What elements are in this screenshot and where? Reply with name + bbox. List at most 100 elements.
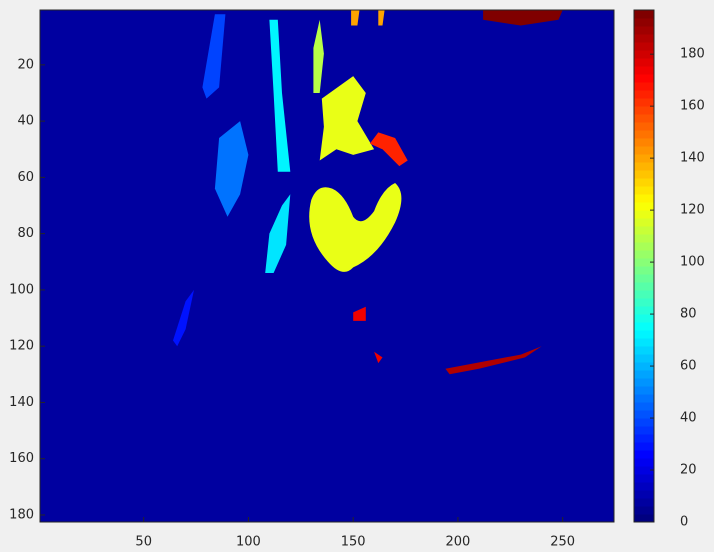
colorbar-step	[634, 10, 654, 19]
colorbar-step	[634, 50, 654, 59]
colorbar-step	[634, 266, 654, 275]
region	[265, 194, 291, 273]
colorbar-step	[634, 234, 654, 243]
colorbar-step	[634, 226, 654, 235]
colorbar-tick-label: 80	[680, 307, 697, 322]
colorbar-tick-label: 60	[680, 359, 697, 374]
colorbar-step	[634, 434, 654, 443]
colorbar-step	[634, 354, 654, 363]
colorbar-step	[634, 490, 654, 499]
colorbar-step	[634, 186, 654, 195]
colorbar-step	[634, 410, 654, 419]
colorbar-step	[634, 130, 654, 139]
colorbar-step	[634, 274, 654, 283]
colorbar-step	[634, 146, 654, 155]
y-tick-label: 160	[9, 451, 34, 466]
colorbar-step	[634, 370, 654, 379]
region	[309, 183, 402, 272]
region	[369, 132, 408, 167]
region	[445, 346, 542, 375]
colorbar-step	[634, 122, 654, 131]
colorbar-step	[634, 138, 654, 147]
colorbar-step	[634, 290, 654, 299]
colorbar-step	[634, 26, 654, 35]
colorbar-step	[634, 282, 654, 291]
colorbar-step	[634, 202, 654, 211]
image	[40, 10, 614, 522]
colorbar-step	[634, 298, 654, 307]
colorbar-step	[634, 58, 654, 67]
y-tick-label: 80	[17, 226, 34, 241]
colorbar-step	[634, 418, 654, 427]
colorbar-step	[634, 338, 654, 347]
colorbar-step	[634, 346, 654, 355]
region	[202, 14, 226, 99]
colorbar-tick-label: 40	[680, 411, 697, 426]
x-tick-label: 250	[550, 535, 575, 550]
colorbar-step	[634, 106, 654, 115]
colorbar-step	[634, 322, 654, 331]
x-tick-label: 150	[341, 535, 366, 550]
colorbar-step	[634, 386, 654, 395]
colorbar-step	[634, 210, 654, 219]
colorbar-step	[634, 258, 654, 267]
colorbar-tick-label: 0	[680, 515, 688, 530]
colorbar-step	[634, 18, 654, 27]
colorbar-step	[634, 506, 654, 515]
colorbar-step	[634, 90, 654, 99]
colorbar-step	[634, 242, 654, 251]
region	[313, 19, 324, 93]
colorbar-step	[634, 170, 654, 179]
colorbar-step	[634, 402, 654, 411]
colorbar-step	[634, 154, 654, 163]
colorbar-tick-label: 160	[680, 99, 705, 114]
region	[269, 19, 291, 172]
axes-box	[39, 9, 615, 523]
colorbar-step	[634, 514, 654, 523]
colorbar-tick-label: 140	[680, 151, 705, 166]
colorbar-step	[634, 450, 654, 459]
colorbar-step	[634, 378, 654, 387]
x-tick-label: 200	[446, 535, 471, 550]
colorbar-step	[634, 82, 654, 91]
colorbar-step	[634, 394, 654, 403]
colorbar-step	[634, 482, 654, 491]
y-tick-label: 60	[17, 170, 34, 185]
colorbar-tick-label: 180	[680, 47, 705, 62]
y-tick-label: 100	[9, 282, 34, 297]
colorbar-step	[634, 114, 654, 123]
colorbar-step	[634, 362, 654, 371]
y-tick-label: 20	[17, 57, 34, 72]
colorbar-step	[634, 218, 654, 227]
x-tick-label: 50	[135, 535, 152, 550]
region	[353, 306, 383, 364]
colorbar-step	[634, 426, 654, 435]
colorbar-step	[634, 250, 654, 259]
colorbar-step	[634, 66, 654, 75]
colorbar-step	[634, 458, 654, 467]
colorbar-step	[634, 98, 654, 107]
colorbar-tick-label: 20	[680, 463, 697, 478]
colorbar-step	[634, 466, 654, 475]
x-tick-label: 100	[236, 535, 261, 550]
colorbar-tick-label: 100	[680, 255, 705, 270]
colorbar	[634, 10, 654, 523]
colorbar-box	[633, 9, 655, 523]
colorbar-step	[634, 74, 654, 83]
colorbar-step	[634, 442, 654, 451]
colorbar-step	[634, 162, 654, 171]
colorbar-step	[634, 306, 654, 315]
y-tick-label: 120	[9, 339, 34, 354]
colorbar-step	[634, 474, 654, 483]
region	[214, 121, 249, 217]
colorbar-step	[634, 330, 654, 339]
y-tick-label: 40	[17, 114, 34, 129]
colorbar-step	[634, 178, 654, 187]
colorbar-tick-label: 120	[680, 203, 705, 218]
colorbar-step	[634, 498, 654, 507]
colorbar-step	[634, 42, 654, 51]
colorbar-step	[634, 314, 654, 323]
region	[483, 10, 563, 26]
region	[40, 10, 614, 522]
